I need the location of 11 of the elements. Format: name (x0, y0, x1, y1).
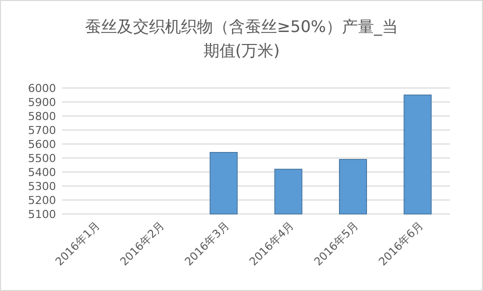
y-tick-label: 5200 (28, 194, 56, 207)
chart-title: 蚕丝及交织机织物（含蚕丝≥50%）产量_当期值(万米) (85, 17, 398, 60)
y-tick-label: 5800 (28, 110, 56, 123)
y-tick-label: 5900 (28, 96, 56, 109)
y-tick-label: 5300 (28, 180, 56, 193)
y-tick-label: 5100 (28, 208, 56, 221)
y-tick-label: 5500 (28, 152, 56, 165)
y-tick-label: 5700 (28, 124, 56, 137)
y-tick-label: 5600 (28, 138, 56, 151)
y-tick-label: 5400 (28, 166, 56, 179)
y-tick-label: 6000 (28, 82, 56, 95)
